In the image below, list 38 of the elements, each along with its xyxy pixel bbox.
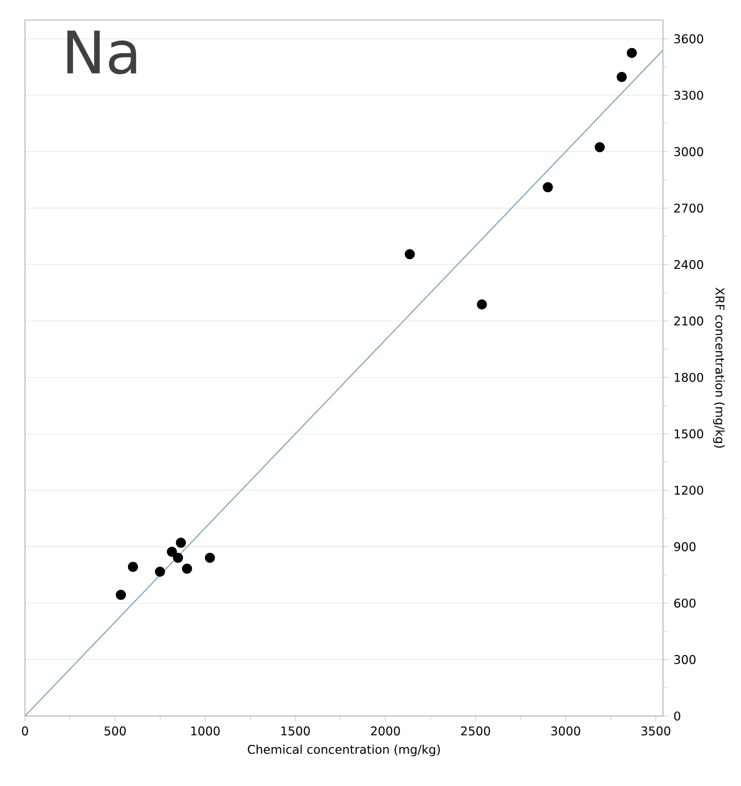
y-tick-label: 2700 (674, 204, 704, 213)
point (594, 142, 605, 152)
y-tick-label: 3000 (674, 147, 704, 156)
point (182, 564, 192, 574)
y-tick-label: 3300 (674, 90, 704, 100)
x-tick-label: 1500 (281, 726, 310, 736)
x-tick-label: 0 (22, 726, 28, 736)
point (204, 552, 215, 563)
y-tick-label: 2100 (674, 316, 704, 326)
point (172, 552, 184, 563)
point (176, 538, 186, 548)
y-tick-label: 2400 (674, 260, 704, 270)
x-tick-label: 1000 (191, 726, 220, 736)
point (154, 566, 166, 577)
point (542, 182, 553, 192)
x-tick-label: 3500 (641, 726, 670, 736)
point (128, 562, 138, 572)
y-tick-label: 600 (674, 598, 696, 608)
point (616, 72, 627, 82)
x-tick-label: 2000 (371, 726, 400, 736)
x-tick-label: 2500 (461, 726, 490, 736)
y-axis-title: XRF concentration (mg/kg) (713, 288, 725, 448)
y-tick-label: 1500 (674, 429, 704, 438)
x-axis-title: Chemical concentration (mg/kg) (248, 744, 440, 756)
chart-title: Na (67, 30, 136, 74)
y-tick-label: 3600 (674, 34, 704, 44)
y-tick-label: 1800 (674, 372, 704, 382)
point (404, 249, 415, 260)
x-tick-label: 500 (104, 726, 126, 736)
y-tick-label: 900 (674, 542, 696, 552)
y-tick-label: 300 (674, 655, 696, 664)
point (116, 590, 126, 600)
point (476, 299, 487, 310)
point (166, 546, 177, 557)
x-tick-label: 3000 (551, 726, 580, 736)
y-tick-label: 0 (674, 711, 680, 721)
y-tick-label: 1200 (674, 486, 704, 495)
point (626, 48, 637, 58)
